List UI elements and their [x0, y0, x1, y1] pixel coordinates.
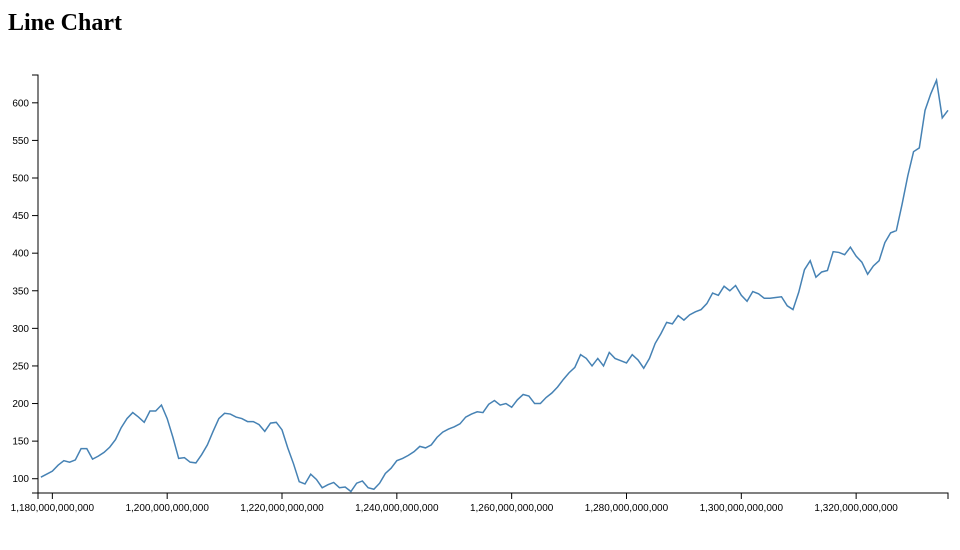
y-tick-label: 100	[12, 474, 29, 485]
y-tick-label: 150	[12, 437, 29, 448]
x-tick-label: 1,260,000,000,000	[470, 503, 554, 514]
x-tick-label: 1,280,000,000,000	[585, 503, 669, 514]
x-tick-label: 1,240,000,000,000	[355, 503, 439, 514]
y-tick-label: 500	[12, 173, 29, 184]
y-tick-label: 450	[12, 211, 29, 222]
y-tick-label: 350	[12, 286, 29, 297]
x-tick-label: 1,320,000,000,000	[814, 503, 898, 514]
y-tick-label: 600	[12, 98, 29, 109]
chart-title: Line Chart	[8, 10, 122, 36]
y-tick-label: 400	[12, 249, 29, 260]
x-tick-label: 1,200,000,000,000	[125, 503, 209, 514]
y-tick-label: 200	[12, 399, 29, 410]
y-tick-label: 300	[12, 324, 29, 335]
x-tick-label: 1,180,000,000,000	[11, 503, 95, 514]
line	[40, 77, 949, 493]
y-tick-label: 550	[12, 136, 29, 147]
x-tick-label: 1,220,000,000,000	[240, 503, 324, 514]
x-axis	[37, 492, 949, 499]
y-tick-label: 250	[12, 361, 29, 372]
x-tick-label: 1,300,000,000,000	[700, 503, 784, 514]
y-axis	[32, 74, 39, 494]
